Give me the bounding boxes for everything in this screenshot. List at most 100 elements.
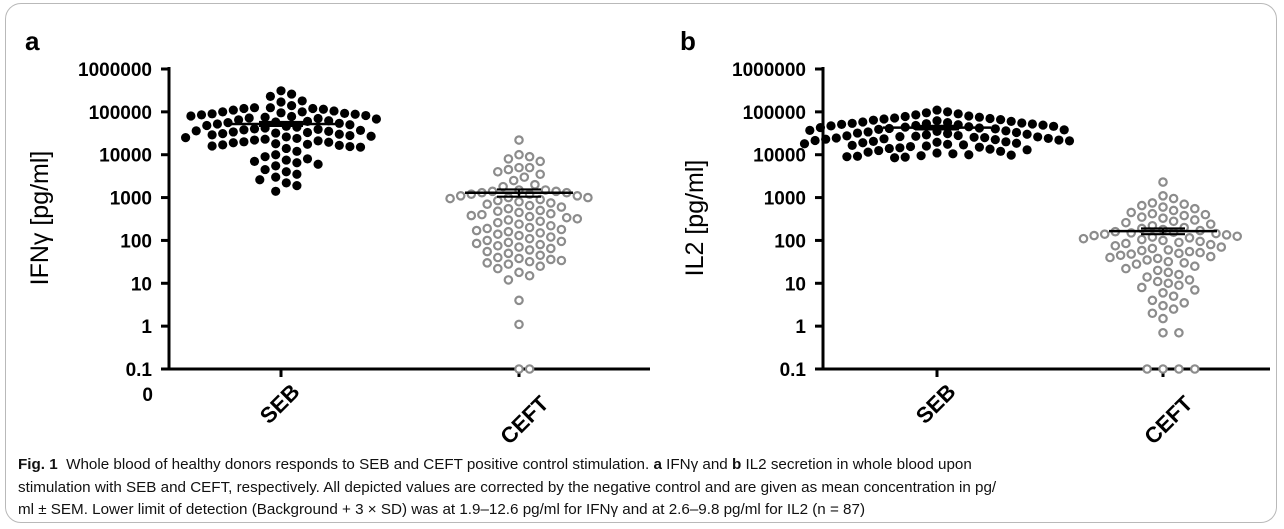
panel-a-point-ceft [508,175,519,186]
panel-a-point-ceft [503,164,514,175]
panel-b-point-ceft [1121,217,1131,228]
panel-a-point-ceft [482,235,492,246]
panel-a-point-seb [281,132,291,142]
panel-a-point-ceft [503,259,514,269]
panel-a-point-ceft [524,211,535,222]
panel-b-point-ceft [1174,237,1184,248]
panel-b-point-seb [932,105,942,115]
panel-b-point-seb [847,140,857,150]
panel-a-point-seb [276,97,286,107]
panel-b-point-ceft [1190,364,1200,374]
panel-a-point-seb [271,186,281,196]
panel-a-point-seb [334,118,344,128]
panel-b-point-ceft [1168,304,1179,314]
panel-a-point-seb [218,107,228,117]
panel-b-point-ceft [1147,208,1158,219]
panel-b-point-seb [858,138,868,148]
panel-a-point-seb [249,156,260,166]
panel-b-point-ceft [1195,236,1205,247]
panel-a-point-ceft [524,151,535,162]
panel-b-point-seb [879,114,889,124]
panel-a-point-seb [207,130,217,140]
panel-a-point-seb [281,167,291,177]
panel-b-point-ceft [1174,248,1184,259]
panel-a-point-seb [249,135,260,145]
panel-a-point-ceft [535,239,545,250]
panel-b-point-seb [900,152,910,162]
panel-a-point-seb [271,128,281,138]
panel-b-point-seb [1059,125,1069,135]
panel-b-point-seb [932,116,942,126]
panel-a-point-seb [281,178,291,188]
panel-a-point-ceft [503,215,514,225]
panel-a-point-seb [292,169,302,179]
panel-b-point-ceft [1121,263,1131,274]
panel-a-point-seb [228,138,238,148]
panel-a-point-ceft [561,212,572,223]
panel-a-point-seb [223,118,233,128]
caption-line-1: Fig. 1 Whole blood of healthy donors res… [18,454,1268,477]
panel-a-point-ceft [545,198,556,208]
panel-b-point-ceft [1152,265,1163,276]
panel-b-point-ceft [1184,246,1195,257]
panel-a-point-ceft [545,254,556,265]
panel-b-point-ceft [1179,258,1189,268]
panel-b-point-ceft [1163,267,1174,278]
panel-a-point-seb [324,137,334,147]
panel-b-point-seb [943,129,953,139]
panel-b-point-seb [805,125,815,135]
panel-b-point-seb [996,114,1006,125]
panel-a-letter: a [25,26,40,56]
panel-a-point-seb [260,134,270,144]
panel-a-point-ceft [545,208,556,219]
panel-a-point-seb [324,126,334,136]
panel-b-y-tick-label: 10000 [753,146,806,167]
panel-b-point-ceft [1190,285,1200,295]
panel-b-point-seb [895,131,905,142]
panel-b-point-seb [953,130,963,141]
panel-a-point-ceft [471,225,482,236]
panel-b-point-ceft [1158,287,1168,298]
panel-a-y-tick-label: 100000 [89,103,152,124]
panel-a-point-seb [281,143,291,154]
panel-a-point-seb [292,158,302,168]
panel-b-point-seb [810,135,820,146]
panel-b-point-ceft [1158,235,1168,246]
panel-a-point-seb [234,115,244,125]
panel-b-point-ceft [1221,230,1232,240]
panel-a-point-seb [361,110,371,121]
panel-b-point-ceft [1126,207,1136,218]
panel-a-point-seb [302,154,313,164]
panel-a-point-seb [191,126,201,136]
panel-a-point-seb [260,112,270,122]
panel-a-point-ceft [535,228,545,238]
panel-b-point-ceft [1174,269,1184,280]
panel-b-point-ceft [1163,256,1174,267]
panel-b-point-ceft [1179,298,1189,308]
panel-a-point-ceft [514,219,524,229]
panel-b-point-seb [1043,133,1053,144]
panel-b-point-seb [863,127,873,137]
panel-a-chart: a IFNγ [pg/ml] 0 1000000 100000 10000 1000 1… [25,26,650,449]
panel-a-point-seb [287,111,297,122]
panel-b-point-seb [847,118,857,128]
panel-b-y-tick-label: 1000000 [732,60,806,81]
panel-a-point-seb [196,110,207,120]
panel-b-point-seb [858,117,868,127]
panel-b-point-seb [1011,138,1022,148]
panel-a-point-seb [228,105,238,115]
panel-b-point-ceft [1174,364,1184,374]
panel-a-y-tick-label: 100 [120,231,152,252]
panel-b-point-seb [868,115,879,125]
panel-b-y-tick-label: 1000 [764,189,806,210]
panel-a-point-ceft [514,196,524,207]
panel-a-point-seb [371,114,381,124]
panel-a-x-category-label: CEFT [495,390,554,449]
panel-b-point-ceft [1163,278,1174,289]
panel-a-point-seb [271,161,281,171]
panel-b-point-ceft [1152,276,1163,287]
panel-b-point-ceft [1147,243,1158,254]
panel-b-point-seb [921,130,932,140]
panel-a-point-seb [345,130,355,141]
panel-a-point-seb [345,120,355,130]
